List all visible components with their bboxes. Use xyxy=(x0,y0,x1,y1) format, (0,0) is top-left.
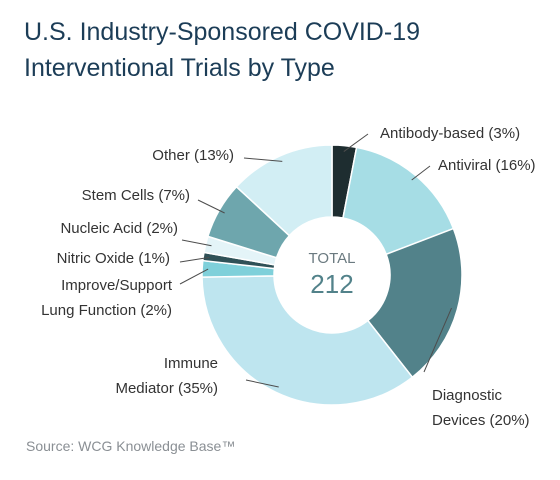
slice-8 xyxy=(235,144,333,237)
slice-label-3-line-1: Mediator (35%) xyxy=(115,380,218,397)
slice-labels: Antibody-based (3%) Antiviral (16%) Diagno… xyxy=(41,125,535,429)
leader-line-1 xyxy=(411,165,431,181)
slice-label-3-line-0: Immune xyxy=(164,355,218,372)
slice-3 xyxy=(201,275,414,406)
slice-label-2-line-0: Diagnostic xyxy=(432,387,503,404)
slice-label-4-line-1: Lung Function (2%) xyxy=(41,302,172,319)
leader-line-2 xyxy=(423,307,452,373)
slice-label-4-line-0: Improve/Support xyxy=(61,277,173,294)
chart-title: U.S. Industry-Sponsored COVID-19 Interve… xyxy=(24,14,420,86)
donut-slices xyxy=(201,144,463,406)
slice-label-0-line-0: Antibody-based (3%) xyxy=(380,125,520,142)
slice-label-8-line-0: Other (13%) xyxy=(152,147,234,164)
leader-line-4 xyxy=(179,268,209,285)
slice-label-6-line-0: Nucleic Acid (2%) xyxy=(60,220,178,237)
leader-line-0 xyxy=(343,133,369,152)
slice-label-7-line-0: Stem Cells (7%) xyxy=(82,187,190,204)
leader-line-6 xyxy=(181,239,212,247)
center-total-label: TOTAL xyxy=(309,250,356,267)
leader-line-3 xyxy=(245,379,279,388)
slice-2 xyxy=(366,227,463,379)
leader-line-5 xyxy=(179,256,210,263)
chart-title-line-2: Interventional Trials by Type xyxy=(24,54,335,82)
center-total-value: 212 xyxy=(310,269,353,299)
leader-line-7 xyxy=(197,199,225,214)
slice-label-5-line-0: Nitric Oxide (1%) xyxy=(57,250,170,267)
slice-label-1-line-0: Antiviral (16%) xyxy=(438,157,536,174)
leader-line-8 xyxy=(243,157,283,162)
label-leaders xyxy=(179,133,452,388)
slice-label-2-line-1: Devices (20%) xyxy=(432,412,530,429)
source-note: Source: WCG Knowledge Base™ xyxy=(26,438,236,454)
chart-title-line-1: U.S. Industry-Sponsored COVID-19 xyxy=(24,18,420,46)
